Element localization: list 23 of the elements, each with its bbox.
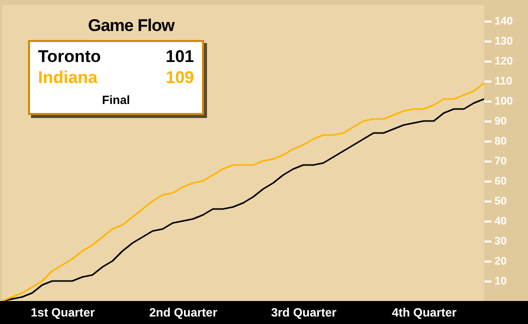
y-tick-label: 50 bbox=[494, 196, 507, 208]
y-tick-label: 60 bbox=[494, 176, 507, 188]
x-tick-label: 3rd Quarter bbox=[271, 306, 337, 320]
annotation: 101 bbox=[166, 46, 194, 67]
text: Game Flow bbox=[88, 16, 174, 36]
x-tick-label: 4th Quarter bbox=[392, 306, 457, 320]
y-tick-label: 40 bbox=[494, 216, 507, 228]
y-tick-label: 80 bbox=[494, 136, 507, 148]
y-tick-label: 140 bbox=[494, 16, 513, 28]
y-tick-label: 10 bbox=[494, 276, 507, 288]
y-tick-label: 20 bbox=[494, 256, 507, 268]
y-tick-label: 120 bbox=[494, 56, 513, 68]
y-tick-label: 70 bbox=[494, 156, 507, 168]
annotation: 109 bbox=[166, 67, 194, 88]
x-tick-label: 2nd Quarter bbox=[149, 306, 218, 320]
y-tick-label: 100 bbox=[494, 96, 513, 108]
annotation: Final bbox=[100, 93, 131, 107]
y-tick-label: 110 bbox=[494, 76, 512, 88]
y-tick-label: 90 bbox=[494, 116, 507, 128]
scoreboard: Toronto 101 Indiana 109 Final bbox=[28, 40, 204, 115]
y-tick-label: 130 bbox=[494, 36, 513, 48]
x-tick-label: 1st Quarter bbox=[30, 306, 96, 320]
y-tick-label: 30 bbox=[494, 236, 507, 248]
